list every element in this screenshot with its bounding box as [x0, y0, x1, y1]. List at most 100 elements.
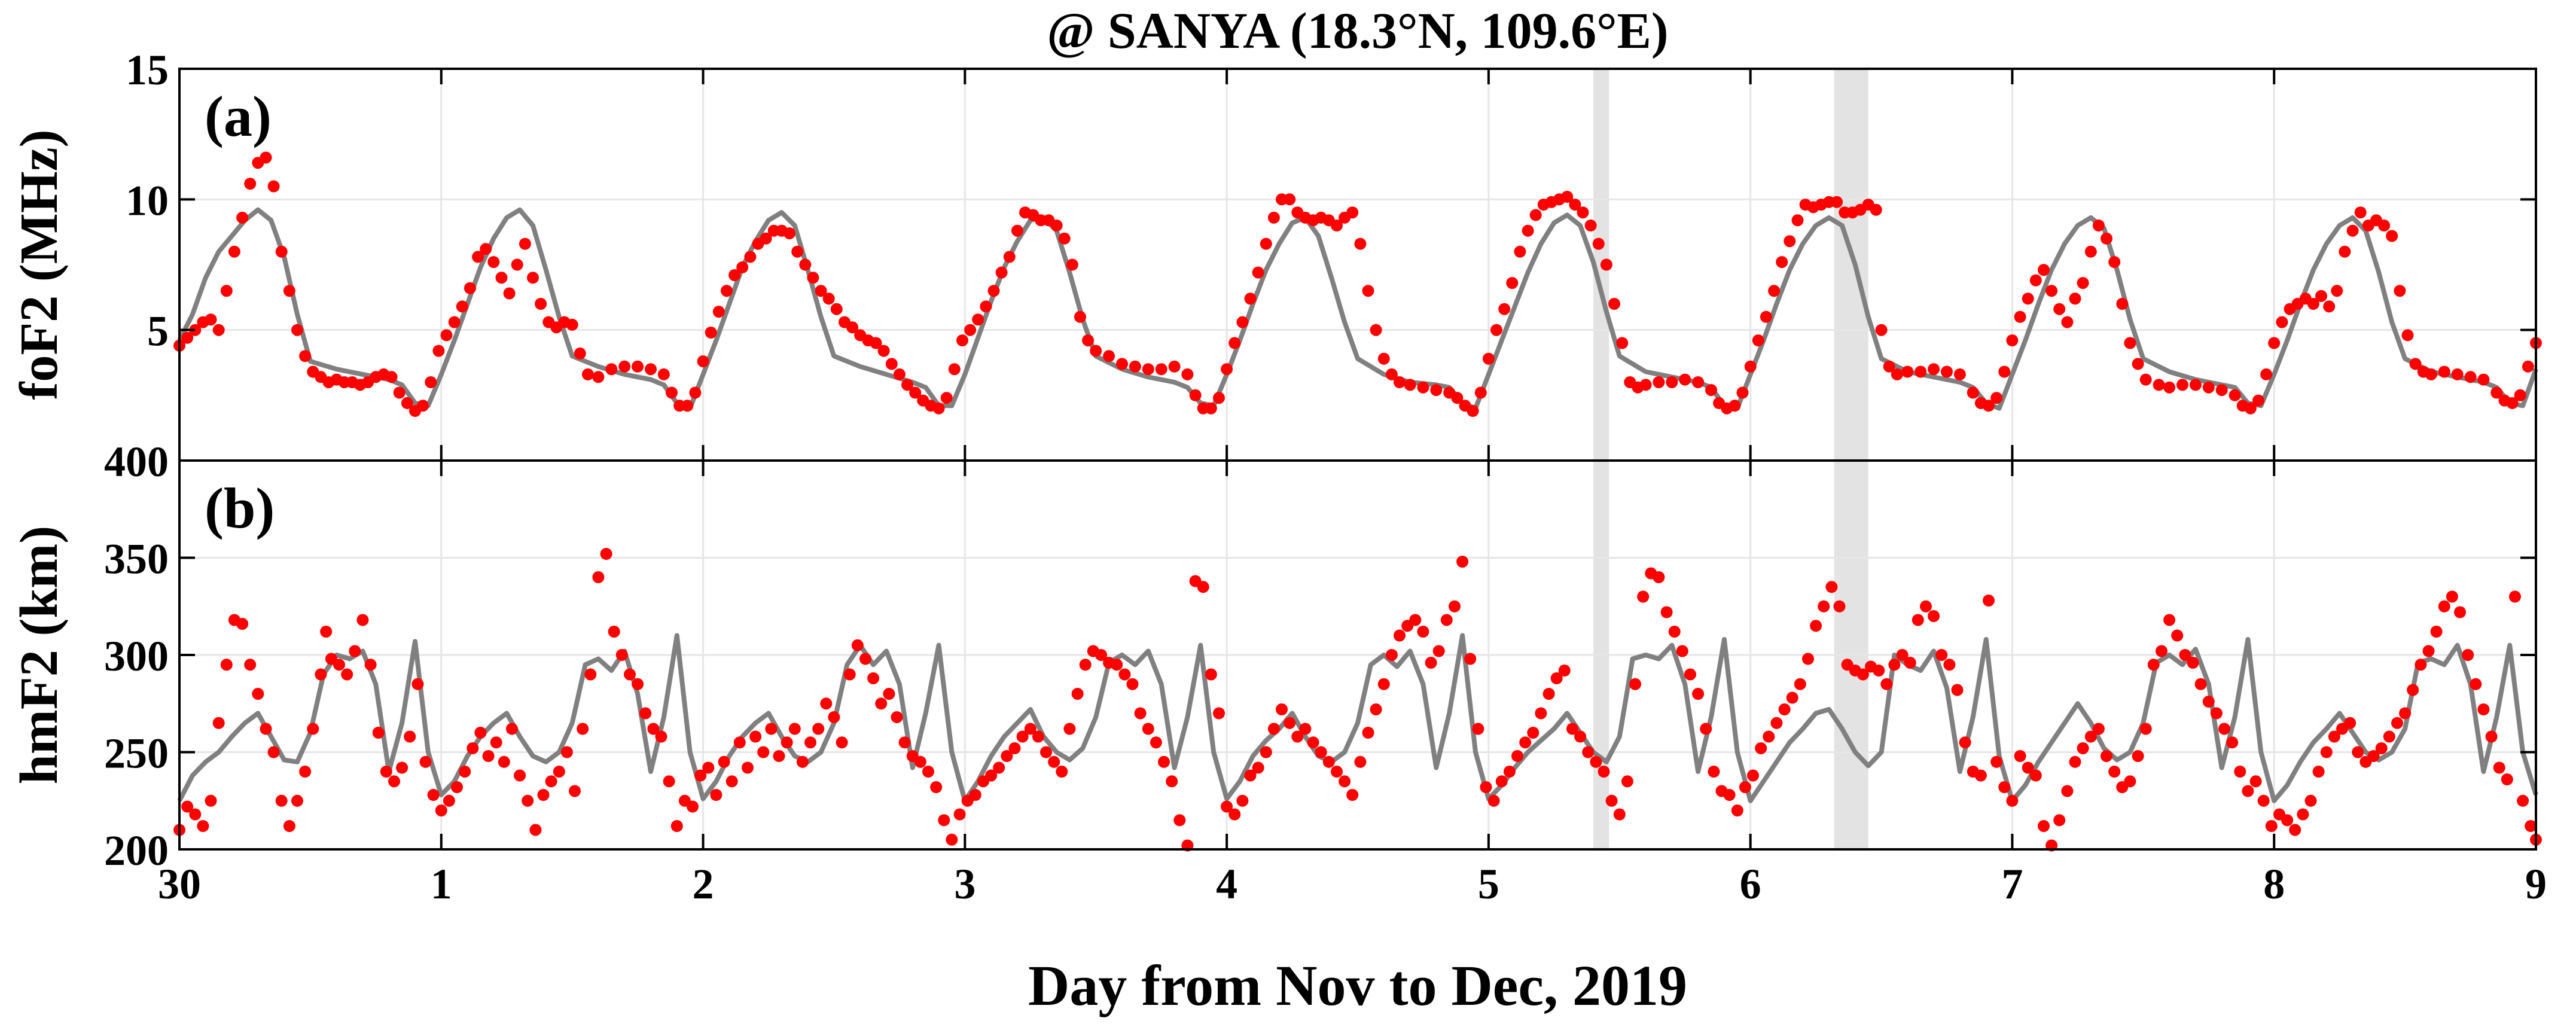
- observed-point-b-70: [718, 755, 730, 768]
- observed-point-b-98: [938, 814, 950, 827]
- observed-point-a-29: [401, 397, 413, 409]
- observed-point-b-175: [1542, 688, 1555, 700]
- observed-point-a-219: [2029, 274, 2042, 287]
- observed-point-a-147: [1394, 376, 1406, 388]
- observed-point-a-9: [244, 178, 257, 190]
- observed-point-b-151: [1354, 755, 1367, 768]
- observed-point-b-142: [1284, 717, 1296, 729]
- observed-point-b-45: [522, 794, 534, 807]
- observed-point-b-143: [1291, 730, 1304, 743]
- observed-point-b-246: [2101, 750, 2112, 762]
- x-tick-label-3: 3: [954, 860, 975, 908]
- observed-point-b-278: [2352, 746, 2364, 758]
- observed-point-b-112: [1048, 755, 1060, 768]
- observed-point-a-263: [2409, 358, 2422, 370]
- observed-point-b-153: [1370, 703, 1382, 715]
- observed-point-b-271: [2297, 808, 2309, 821]
- observed-point-b-202: [1755, 742, 1767, 754]
- observed-point-b-15: [291, 794, 303, 807]
- observed-point-a-128: [1244, 292, 1257, 305]
- observed-point-a-272: [2506, 397, 2519, 409]
- observed-point-a-188: [1760, 310, 1772, 323]
- observed-point-a-256: [2354, 206, 2367, 219]
- observed-point-b-116: [1079, 659, 1092, 671]
- observed-point-b-16: [299, 766, 312, 778]
- observed-point-b-46: [529, 824, 542, 836]
- y-tick-label-b-350: 350: [104, 535, 169, 583]
- model-line-a: [177, 207, 2538, 411]
- observed-point-b-82: [812, 723, 825, 735]
- observed-point-a-274: [2522, 360, 2534, 373]
- observed-point-b-178: [1566, 723, 1578, 735]
- observed-point-b-95: [914, 755, 926, 768]
- observed-point-a-221: [2045, 285, 2058, 297]
- observed-point-b-288: [2430, 626, 2443, 638]
- observed-point-a-139: [1331, 220, 1343, 231]
- shaded-interval-a-1: [1834, 69, 1868, 461]
- observed-point-b-207: [1794, 678, 1806, 690]
- observed-point-b-63: [663, 775, 675, 788]
- observed-point-a-216: [2006, 334, 2019, 347]
- observed-point-b-244: [2084, 730, 2097, 743]
- observed-point-b-211: [1825, 581, 1838, 593]
- observed-point-b-134: [1221, 800, 1233, 813]
- observed-point-a-203: [1875, 324, 1888, 336]
- observed-point-b-185: [1621, 775, 1633, 788]
- observed-point-b-251: [2139, 723, 2152, 735]
- observed-point-a-35: [448, 316, 461, 328]
- observed-point-b-171: [1511, 750, 1523, 762]
- observed-point-b-254: [2163, 614, 2176, 626]
- observed-point-b-10: [252, 688, 264, 700]
- observed-point-b-200: [1739, 781, 1751, 793]
- observed-point-a-150: [1430, 384, 1443, 397]
- observed-point-b-140: [1267, 723, 1280, 735]
- observed-point-a-101: [995, 266, 1008, 279]
- observed-point-a-190: [1776, 256, 1788, 269]
- observed-point-b-32: [419, 755, 432, 768]
- observed-point-b-272: [2304, 794, 2317, 807]
- observed-point-b-274: [2320, 746, 2333, 758]
- observed-point-b-128: [1173, 814, 1186, 827]
- observed-point-b-66: [687, 800, 699, 813]
- observed-point-b-177: [1558, 665, 1571, 676]
- observed-point-a-222: [2053, 303, 2066, 315]
- observed-point-b-283: [2391, 717, 2403, 729]
- observed-point-b-78: [781, 736, 793, 749]
- observed-point-b-181: [1590, 755, 1602, 768]
- observed-point-b-12: [267, 746, 280, 758]
- observed-point-a-230: [2116, 298, 2129, 310]
- observed-point-b-52: [577, 723, 589, 735]
- observed-point-a-154: [1467, 405, 1479, 417]
- observed-point-b-189: [1653, 571, 1665, 583]
- observed-point-a-166: [1561, 191, 1574, 203]
- observed-point-b-253: [2156, 645, 2168, 657]
- observed-point-b-68: [702, 761, 715, 774]
- observed-point-b-50: [560, 746, 573, 758]
- model-line-b: [177, 633, 2538, 803]
- observed-point-b-184: [1613, 808, 1626, 821]
- observed-point-a-204: [1883, 360, 1895, 373]
- observed-point-b-29: [396, 761, 408, 774]
- observed-point-b-267: [2265, 820, 2278, 832]
- observed-point-a-235: [2163, 381, 2176, 394]
- observed-point-b-28: [388, 775, 400, 788]
- observed-point-a-159: [1506, 277, 1519, 289]
- observed-point-b-262: [2226, 736, 2239, 749]
- observed-point-a-99: [980, 300, 992, 313]
- observed-point-a-40: [487, 256, 500, 269]
- observed-point-a-269: [2477, 373, 2490, 386]
- observed-point-b-36: [451, 781, 463, 793]
- observed-point-a-178: [1666, 376, 1678, 388]
- observed-point-b-240: [2053, 814, 2066, 827]
- observed-point-b-298: [2509, 590, 2521, 603]
- observed-point-a-234: [2153, 379, 2165, 391]
- observed-point-a-223: [2061, 316, 2074, 328]
- observed-point-b-164: [1456, 556, 1469, 568]
- observed-point-a-229: [2108, 256, 2121, 269]
- observed-point-a-125: [1221, 363, 1233, 376]
- observed-point-b-80: [796, 755, 809, 768]
- observed-point-a-43: [511, 258, 523, 271]
- observed-point-a-250: [2307, 298, 2319, 310]
- observed-point-a-170: [1592, 237, 1605, 250]
